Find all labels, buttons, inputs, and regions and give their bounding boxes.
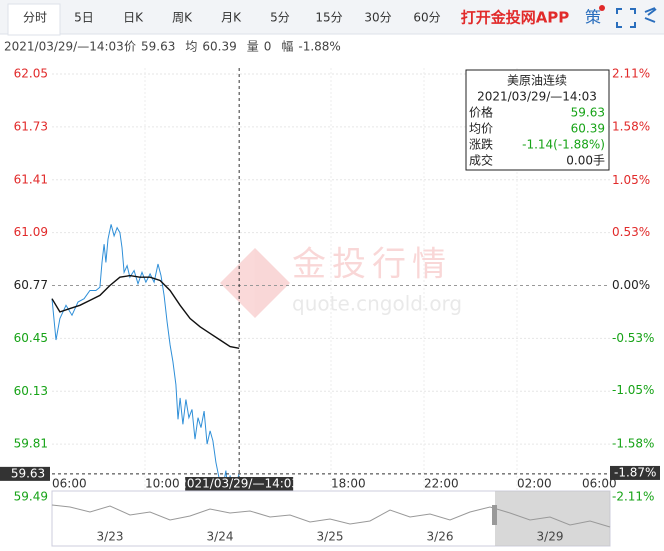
tooltip-label: 均价 (469, 122, 493, 136)
y-tick-label: 60.13 (14, 384, 48, 398)
crosshair-x-box (185, 477, 294, 491)
y-tick-label: 60.45 (14, 331, 48, 345)
y-tick-label: 61.41 (14, 172, 48, 186)
navigator-handle[interactable] (492, 505, 497, 525)
x-tick-label: 10:00 (145, 477, 180, 491)
crosshair-y2-box (610, 465, 660, 480)
header-time: 2021/03/29/—14:03 (4, 40, 124, 54)
navigator-date: 3/25 (317, 530, 344, 544)
strategy-button[interactable]: 策 (585, 8, 601, 27)
y-tick-label: 62.05 (14, 67, 48, 81)
navigator-date: 3/24 (207, 530, 234, 544)
tab[interactable]: 60分 (413, 11, 440, 25)
navigator: 3/23 3/24 3/25 3/26 3/29 (51, 490, 611, 547)
tab[interactable]: 周K (172, 11, 193, 25)
y2-tick-label: 2.11% (612, 67, 650, 81)
crosshair-x-label: 2021/03/29/—14:03 (179, 477, 299, 491)
price-line (51, 224, 240, 498)
tooltip-value: 60.39 (571, 122, 605, 136)
watermark: 金投行情 quote.cngold.org (220, 245, 462, 318)
header-value: 0 (264, 40, 272, 54)
header-label: 量 (247, 40, 259, 54)
watermark-title: 金投行情 (292, 245, 452, 285)
y2-tick-label: 1.05% (612, 173, 650, 187)
badge (599, 5, 605, 11)
tab[interactable]: 5日 (74, 11, 94, 25)
tooltip: 美原油连续 2021/03/29/—14:03 价格 59.63 均价 60.39 涨跌… (465, 69, 610, 171)
tooltip-value: -1.14(-1.88%) (522, 138, 605, 152)
price-line (51, 274, 240, 349)
tab[interactable]: 5分 (270, 11, 290, 25)
tooltip-label: 涨跌 (469, 137, 493, 152)
header: 2021/03/29/—14:03 价 59.63 均 60.39 量 0 幅 -1.88% (4, 39, 341, 54)
tabs: 分时 5日 日K 周K 月K 5分 15分 30分 60分 (23, 11, 441, 25)
tooltip-label: 成交 (469, 153, 493, 168)
tab[interactable]: 分时 (23, 11, 47, 25)
x-tick-label: 22:00 (424, 477, 459, 491)
watermark-url: quote.cngold.org (292, 292, 462, 316)
tooltip-value: 0.00手 (566, 154, 605, 168)
tab[interactable]: 月K (221, 11, 242, 25)
y2-tick-label: -1.05% (612, 383, 654, 397)
tab[interactable]: 日K (123, 11, 144, 25)
x-tick-label: 06:00 (582, 477, 617, 491)
crosshair-y2-label: -1.87% (614, 465, 656, 479)
navigator-date: 3/23 (97, 530, 124, 544)
tooltip-box (465, 69, 610, 171)
plot: 62.05 61.73 61.41 61.09 60.77 60.45 60.13 59.81… (0, 67, 660, 504)
y-tick-label: 59.81 (14, 437, 48, 451)
tooltip-title: 美原油连续 (507, 73, 567, 88)
active-tab (7, 3, 61, 36)
y2-tick-label: -2.11% (612, 490, 654, 504)
tab-bar (0, 0, 664, 34)
header-value: -1.88% (298, 40, 340, 54)
share-icon[interactable] (644, 7, 657, 23)
y-tick-label: 60.77 (14, 278, 48, 292)
header-value: 59.63 (141, 40, 175, 54)
navigator-line (51, 504, 611, 528)
y-tick-label: 61.73 (14, 119, 48, 133)
y2-tick-label: -0.53% (612, 331, 654, 345)
tooltip-value: 59.63 (571, 106, 605, 120)
navigator-date: 3/29 (537, 530, 564, 544)
tooltip-label: 价格 (469, 105, 493, 120)
crosshair-y-box (0, 466, 50, 481)
y2-tick-label: 0.53% (612, 225, 650, 239)
x-tick-label: 02:00 (517, 477, 552, 491)
y2-tick-label: 0.00% (612, 278, 650, 292)
y-tick-label: 59.49 (14, 490, 48, 504)
tab[interactable]: 30分 (364, 11, 391, 25)
y-tick-label: 61.09 (14, 225, 48, 239)
fullscreen-icon[interactable] (616, 8, 636, 28)
y2-tick-label: 1.58% (612, 120, 650, 134)
header-value: 60.39 (202, 40, 236, 54)
header-label: 均 (185, 40, 197, 54)
crosshair-y-label: 59.63 (11, 466, 45, 480)
header-label: 价 (124, 40, 136, 54)
tooltip-time: 2021/03/29/—14:03 (477, 90, 597, 104)
x-tick-label: 18:00 (331, 477, 366, 491)
header-label: 幅 (281, 39, 293, 54)
app-link[interactable]: 打开金投网APP (461, 9, 570, 27)
y2-tick-label: -1.58% (612, 436, 654, 450)
x-tick-label: 06:00 (52, 477, 87, 491)
navigator-date: 3/26 (427, 530, 454, 544)
tab[interactable]: 15分 (315, 11, 342, 25)
